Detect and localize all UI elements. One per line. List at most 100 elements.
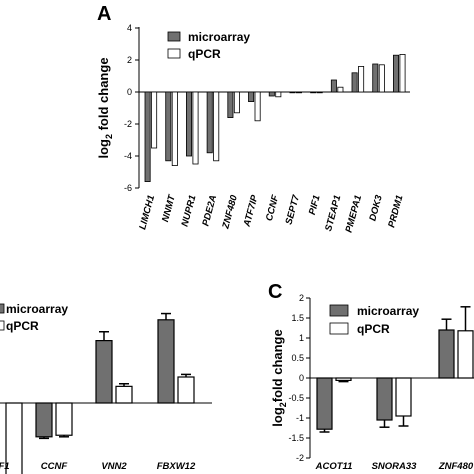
panel-a-bar-nupr1-qpcr <box>192 91 199 165</box>
panel-c-category-labels: ACOT11 SNORA33 ZNF480 <box>315 461 474 472</box>
panel-a-category-pmepa1: PMEPA1 <box>344 194 365 234</box>
panel-c-y-tick-label: -2 <box>296 453 304 463</box>
panel-b-bar-vnn2-microarray <box>95 340 113 404</box>
panel-c-category-znf480: ZNF480 <box>438 461 474 472</box>
panel-c-y-axis-label: log2fold change <box>270 329 288 426</box>
panel-a-category-labels: LIMCH1 NNMT NUPR1 PDE2A ZNF480 ATF7IP CCNF SEPT… <box>137 193 405 234</box>
panel-b-legend-swatch-microarray <box>0 303 5 314</box>
panel-a-bar-pde2a-microarray <box>206 91 213 154</box>
panel-c-category-snora33: SNORA33 <box>372 461 418 472</box>
panel-a-category-steap1: STEAP1 <box>323 194 343 233</box>
panel-a-bar-nupr1-microarray <box>185 91 192 157</box>
panel-a-y-tick-label: 0 <box>127 87 132 97</box>
panel-a-legend-qpcr: qPCR <box>188 47 221 61</box>
panel-a-category-atf7ip: ATF7IP <box>241 193 260 228</box>
panel-a-y-ticks: -6 -4 -2 0 2 4 <box>124 23 139 193</box>
panel-a-legend-microarray: microarray <box>188 30 250 44</box>
panel-a-category-pif1: PIF1 <box>307 194 323 216</box>
panel-b-legend-microarray: microarray <box>6 302 68 316</box>
panel-a-bar-znf480-microarray <box>227 91 234 119</box>
panel-a-y-tick-label: -2 <box>124 119 132 129</box>
panel-b-legend-qpcr: qPCR <box>6 319 39 333</box>
panel-c-legend-qpcr: qPCR <box>357 322 390 336</box>
panel-b-bar-fbxw12-qpcr <box>177 376 195 404</box>
panel-a-bar-sept7-microarray <box>289 91 296 94</box>
panel-a-bar-limch1-qpcr <box>151 91 158 149</box>
panel-a-bar-nnmt-qpcr <box>171 91 178 166</box>
panel-a-category-limch1: LIMCH1 <box>137 194 157 231</box>
panel-c-y-ticks: -2 -1.5 -1 -0.5 0 0.5 1 1.5 2 <box>288 293 310 463</box>
panel-a-bars <box>144 54 406 182</box>
panel-b-bar-fbxw12-microarray <box>157 319 175 404</box>
panel-a-y-axis-label: log2 fold change <box>96 57 114 158</box>
panel-a-bar-limch1-microarray <box>144 91 151 182</box>
panel-c-y-tick-label: 1.5 <box>291 313 304 323</box>
panel-a-bar-pde2a-qpcr <box>213 91 220 162</box>
panel-a-legend-swatch-microarray <box>167 31 181 42</box>
panel-a-y-tick-label: 4 <box>127 23 132 33</box>
panel-c-legend-swatch-microarray <box>329 304 349 317</box>
panel-a-bar-pmepa1-microarray <box>351 72 358 93</box>
panel-a-bar-steap1-microarray <box>330 79 337 93</box>
panel-a-category-ccnf: CCNF <box>264 194 282 223</box>
panel-a-legend-swatch-qpcr <box>167 48 181 59</box>
panel-a-label: A <box>97 3 111 25</box>
panel-c-bars <box>316 306 474 433</box>
panel-a-category-znf480: ZNF480 <box>220 193 240 231</box>
panel-c-y-tick-label: 1 <box>299 333 304 343</box>
panel-a-bar-nnmt-microarray <box>165 91 172 162</box>
panel-b-bar-ccnf-qpcr <box>55 402 73 436</box>
panel-a-bar-pif1-microarray <box>310 91 317 94</box>
panel-a-bar-prdm1-qpcr <box>399 54 406 93</box>
panel-a-bar-atf7ip-qpcr <box>254 91 261 122</box>
panel-a-bar-znf480-qpcr <box>233 91 240 114</box>
panel-c-bar-snora33-qpcr <box>395 377 412 417</box>
panel-a-bar-steap1-qpcr <box>337 86 344 93</box>
panel-a-category-sept7: SEPT7 <box>284 193 303 226</box>
panel-b-category-f1: F1 <box>0 461 10 472</box>
panel-c-y-tick-label: -1.5 <box>288 433 304 443</box>
panel-a-bar-ccnf-microarray <box>268 91 275 97</box>
panel-c-y-tick-label: 0 <box>299 373 304 383</box>
panel-c-y-tick-label: -1 <box>296 413 304 423</box>
panel-c-bar-znf480-microarray <box>438 329 455 379</box>
panel-a-bar-prdm1-microarray <box>392 54 399 93</box>
panel-c-legend-microarray: microarray <box>357 304 419 318</box>
panel-c-category-acot11: ACOT11 <box>315 461 353 472</box>
panel-c-bar-acot11-microarray <box>316 377 333 430</box>
panel-c-y-tick-label: -0.5 <box>288 393 304 403</box>
panel-b-bar-f1-qpcr <box>5 402 23 474</box>
panel-c-bar-znf480-qpcr <box>457 330 474 379</box>
panel-a-bar-pmepa1-qpcr <box>358 66 365 93</box>
panel-b: F1 CCNF VNN2 FBXW12 microarray qPCR <box>0 302 212 474</box>
panel-b-category-fbxw12: FBXW12 <box>157 461 196 472</box>
panel-b-bar-vnn2-qpcr <box>115 385 133 404</box>
panel-b-bars <box>5 312 195 474</box>
panel-a-bar-sept7-qpcr <box>295 91 302 94</box>
panel-a-y-tick-label: -4 <box>124 151 132 161</box>
panel-b-bar-ccnf-microarray <box>35 402 53 438</box>
panel-c-legend-swatch-qpcr <box>329 322 349 335</box>
panel-a-bar-pif1-qpcr <box>316 91 323 94</box>
panel-c-bar-snora33-microarray <box>376 377 393 421</box>
panel-a-bar-atf7ip-microarray <box>248 91 255 102</box>
panel-a-category-dok3: DOK3 <box>367 193 385 222</box>
panel-a-bar-ccnf-qpcr <box>275 91 282 98</box>
panel-b-category-vnn2: VNN2 <box>101 461 127 472</box>
panel-a-category-nupr1: NUPR1 <box>180 194 199 228</box>
panel-a-bar-dok3-qpcr <box>378 64 385 93</box>
panel-a-category-pde2a: PDE2A <box>200 194 219 228</box>
panel-c-label: C <box>268 281 282 303</box>
panel-a-category-nnmt: NNMT <box>160 193 178 224</box>
panel-c-y-tick-label: 0.5 <box>291 353 304 363</box>
panel-c: C -2 -1.5 -1 -0.5 0 0.5 1 1.5 2 ACOT11 SNORA33 ZNF… <box>268 281 474 472</box>
panel-b-legend-swatch-qpcr <box>0 320 5 331</box>
panel-a: A -6 -4 -2 0 2 4 LIMCH1 NNMT NUPR1 PDE2A ZNF480 AT… <box>96 3 410 234</box>
panel-b-category-labels: F1 CCNF VNN2 FBXW12 <box>0 461 196 472</box>
panel-a-y-tick-label: -6 <box>124 183 132 193</box>
panel-c-bar-acot11-qpcr <box>335 377 352 381</box>
panel-a-y-tick-label: 2 <box>127 55 132 65</box>
panel-a-category-prdm1: PRDM1 <box>386 194 405 229</box>
panel-b-category-ccnf: CCNF <box>41 461 68 472</box>
